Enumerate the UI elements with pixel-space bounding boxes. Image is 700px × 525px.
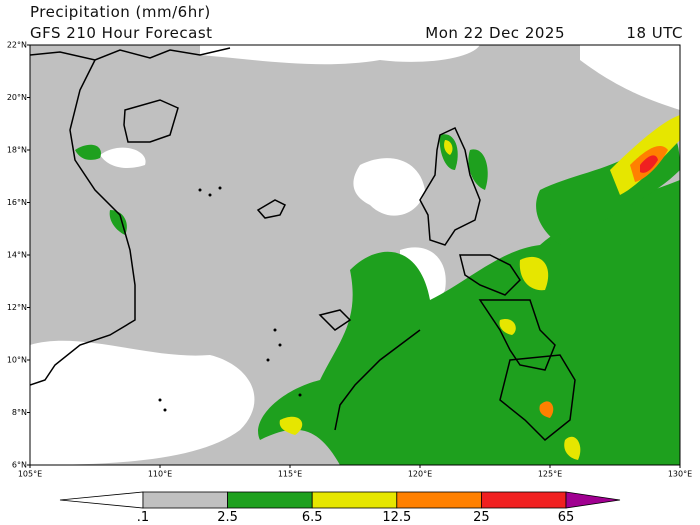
- time: 18 UTC: [626, 24, 683, 42]
- lon-label: 120°E: [408, 470, 432, 479]
- legend-swatch: [396, 491, 482, 509]
- extreme-area: [640, 155, 658, 173]
- lat-label: 18°N: [7, 146, 27, 155]
- map: 6°N 8°N 10°N 12°N 14°N 16°N 18°N 20°N 22°N 105°E 1…: [7, 41, 692, 479]
- lon-label: 105°E: [18, 470, 42, 479]
- lon-label: 115°E: [278, 470, 302, 479]
- lat-label: 10°N: [7, 356, 27, 365]
- lat-label: 16°N: [7, 198, 27, 207]
- islands: [158, 186, 302, 412]
- lon-label: 130°E: [668, 470, 692, 479]
- lat-label: 8°N: [12, 408, 27, 417]
- date: Mon 22 Dec 2025: [425, 24, 565, 42]
- legend-swatch: [227, 491, 313, 509]
- very-heavy-area: [539, 401, 554, 418]
- coastlines: [30, 47, 576, 442]
- title: Precipitation (mm/6hr): [30, 3, 211, 21]
- legend-label: 65: [558, 510, 575, 525]
- lat-label: 14°N: [7, 251, 27, 260]
- legend-label: .1: [137, 510, 149, 525]
- legend-label: 2.5: [217, 510, 238, 525]
- legend-label: 12.5: [382, 510, 411, 525]
- lat-label: 6°N: [12, 461, 27, 470]
- legend: .1 2.5 6.5 12.5 25 65: [59, 491, 621, 525]
- subtitle: GFS 210 Hour Forecast: [30, 24, 213, 42]
- legend-swatch: [565, 491, 621, 509]
- legend-swatch: [480, 491, 567, 509]
- lon-label: 110°E: [148, 470, 172, 479]
- lat-label: 12°N: [7, 303, 27, 312]
- lat-label: 20°N: [7, 93, 27, 102]
- legend-swatch: [311, 491, 398, 509]
- legend-swatch: [142, 491, 228, 509]
- legend-swatch: [59, 491, 144, 509]
- legend-label: 6.5: [302, 510, 323, 525]
- lon-label: 125°E: [538, 470, 562, 479]
- legend-label: 25: [473, 510, 490, 525]
- lat-label: 22°N: [7, 41, 27, 50]
